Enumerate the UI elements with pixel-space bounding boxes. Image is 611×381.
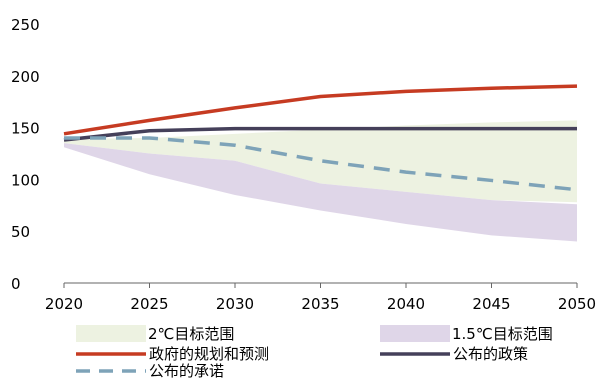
legend-label-gov-projection: 政府的规划和预测	[149, 344, 270, 363]
y-tick-label: 0	[11, 275, 21, 293]
legend-label-2c-range: 2℃目标范围	[148, 324, 235, 343]
axis-layer	[63, 282, 578, 288]
x-tick-label: 2020	[45, 295, 83, 313]
legend-label-pledges: 公布的承诺	[149, 361, 225, 380]
legend-swatch-announced-policy	[380, 351, 450, 356]
bands-layer	[64, 120, 577, 242]
series-line-announced-policy	[63, 126, 577, 142]
legend: 2℃目标范围 1.5℃目标范围 政府的规划和预测 公布的政策 公布的承诺	[0, 316, 611, 380]
x-tick-label: 2050	[558, 295, 596, 313]
y-tick-label: 150	[11, 120, 40, 138]
x-tick-label: 2035	[301, 295, 339, 313]
legend-item-gov-projection: 政府的规划和预测	[76, 344, 270, 363]
y-tick-label: 200	[11, 68, 40, 86]
legend-swatch-pledges	[76, 368, 146, 373]
chart-plot: 2020 2025 2030 2035 2040 2045 2050 0 50 100 150 200…	[11, 16, 596, 313]
band-15c-range	[64, 143, 577, 242]
legend-item-pledges: 公布的承诺	[76, 361, 225, 380]
y-tick-label: 100	[11, 171, 40, 189]
legend-swatch-2c-range	[76, 324, 146, 342]
series-line-pledges	[64, 136, 578, 192]
x-tick-label: 2045	[472, 295, 510, 313]
y-tick-label: 50	[11, 223, 30, 241]
legend-item-2c-range: 2℃目标范围	[76, 324, 235, 343]
legend-item-15c-range: 1.5℃目标范围	[380, 324, 553, 343]
legend-swatch-15c-range	[380, 324, 450, 342]
series-line-gov-projection	[63, 84, 578, 136]
x-tick-label: 2025	[130, 295, 168, 313]
legend-label-15c-range: 1.5℃目标范围	[452, 324, 553, 343]
ticks-layer: 2020 2025 2030 2035 2040 2045 2050 0 50 100 150 200…	[11, 16, 596, 313]
legend-item-announced-policy: 公布的政策	[380, 344, 529, 363]
x-tick-label: 2030	[216, 295, 254, 313]
x-tick-label: 2040	[387, 295, 425, 313]
legend-label-announced-policy: 公布的政策	[453, 344, 529, 363]
band-2c-range	[64, 120, 577, 203]
legend-swatch-gov-projection	[76, 351, 146, 356]
lines-layer	[63, 84, 578, 192]
y-tick-label: 250	[11, 16, 40, 34]
